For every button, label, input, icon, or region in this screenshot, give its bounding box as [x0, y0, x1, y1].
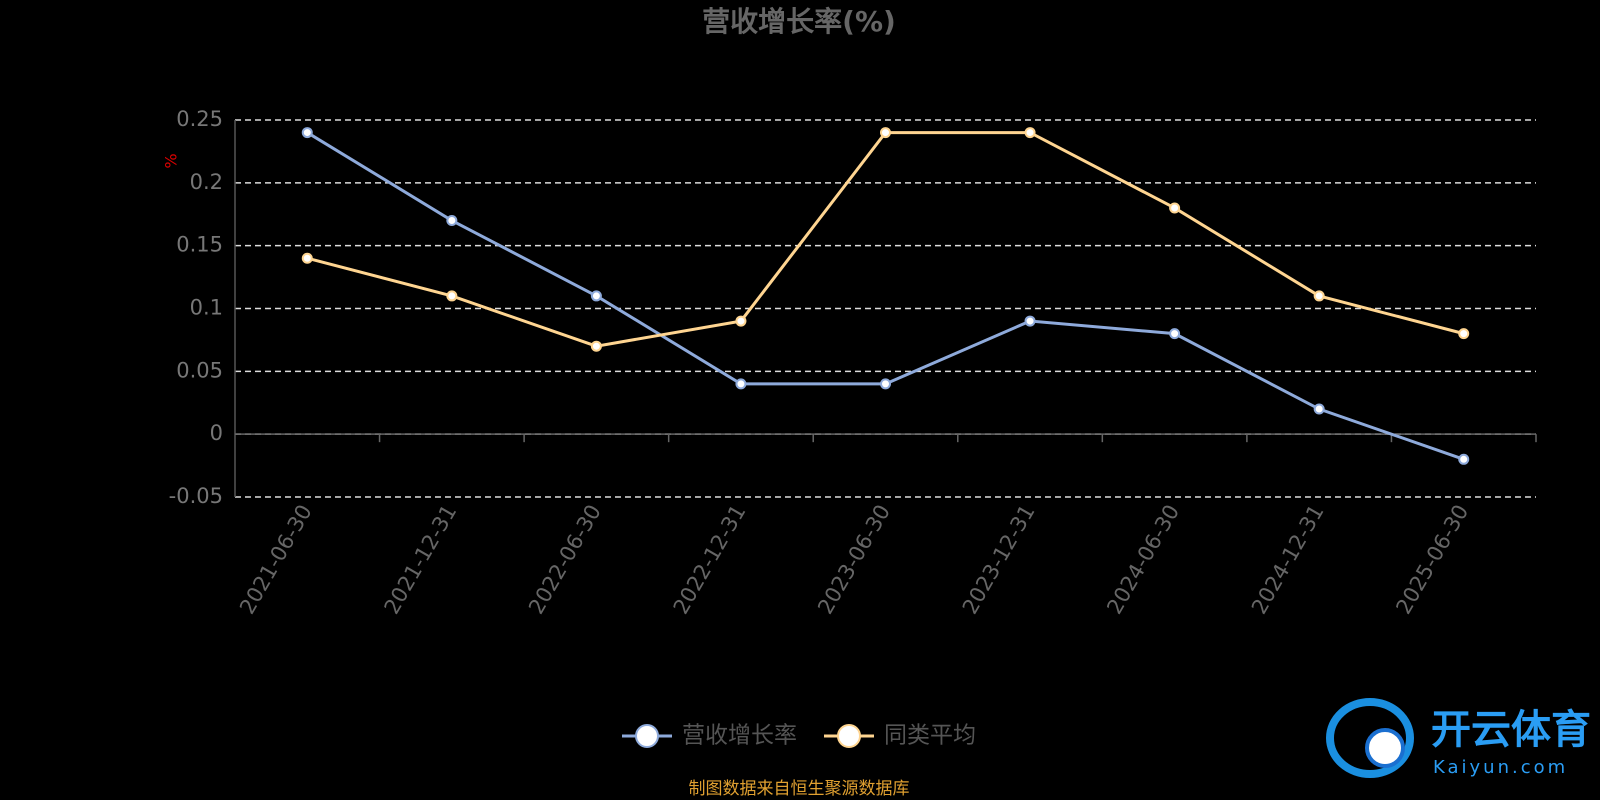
watermark-name: 开云体育 [1431, 707, 1591, 753]
y-tick-label: 0.2 [190, 170, 223, 194]
source-note: 制图数据来自恒生聚源数据库 [689, 779, 910, 799]
data-point [1024, 315, 1036, 327]
data-point [590, 340, 602, 352]
data-point [1169, 202, 1181, 214]
watermark-logo [1326, 698, 1414, 778]
data-point [301, 127, 313, 139]
data-point [1313, 403, 1325, 415]
legend-marker [837, 724, 861, 748]
watermark-ball [1365, 728, 1405, 768]
data-point [301, 252, 313, 264]
chart-title: 营收增长率(%) [702, 5, 896, 38]
data-point [880, 127, 891, 139]
data-point [1313, 290, 1325, 302]
legend-label: 同类平均 [884, 723, 976, 749]
data-point [1458, 328, 1470, 340]
y-tick-label: 0.05 [176, 358, 223, 382]
data-point [735, 315, 747, 327]
y-tick-label: -0.05 [169, 484, 223, 508]
data-point [1458, 453, 1470, 465]
legend-marker [635, 724, 659, 748]
legend-label: 营收增长率 [682, 723, 797, 749]
y-tick-label: 0 [210, 421, 223, 445]
data-point [446, 215, 458, 227]
y-tick-label: 0.15 [176, 233, 223, 257]
data-point [446, 290, 458, 302]
data-point [735, 378, 747, 390]
data-point [590, 290, 602, 302]
data-point [880, 378, 891, 390]
data-point [1169, 328, 1181, 340]
watermark: 开云体育 Kaiyun.com [1326, 698, 1591, 778]
y-tick-label: 0.1 [190, 296, 223, 320]
watermark-url: Kaiyun.com [1433, 757, 1568, 778]
y-tick-label: 0.25 [176, 107, 223, 131]
data-point [1024, 127, 1036, 139]
y-axis-label: % [162, 153, 181, 168]
